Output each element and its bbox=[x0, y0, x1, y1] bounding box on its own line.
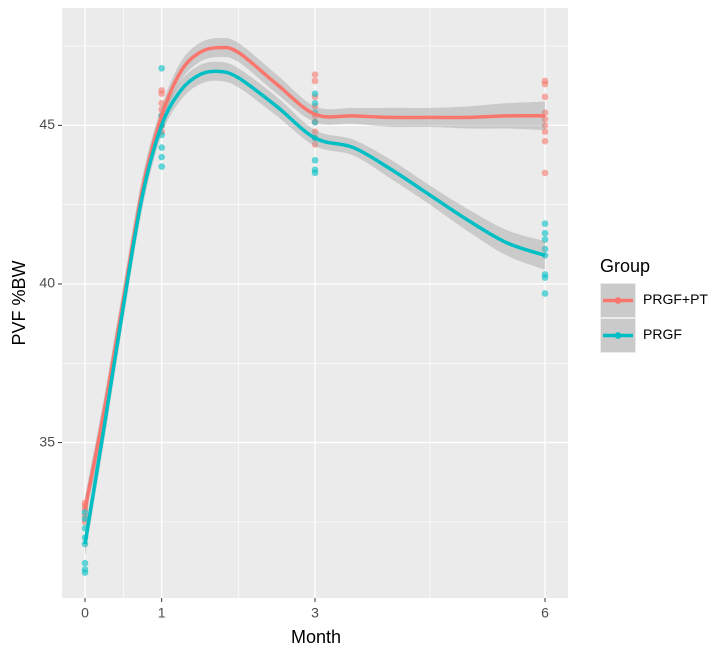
legend-title: Group bbox=[600, 256, 650, 276]
point bbox=[541, 274, 549, 281]
point bbox=[541, 236, 549, 243]
point bbox=[541, 220, 549, 227]
point bbox=[541, 80, 549, 88]
point bbox=[541, 229, 549, 237]
legend-label: PRGF+PT bbox=[643, 291, 708, 307]
point bbox=[311, 99, 319, 107]
point bbox=[81, 569, 89, 576]
point bbox=[158, 64, 165, 72]
point bbox=[311, 71, 319, 78]
point bbox=[311, 77, 319, 85]
point bbox=[158, 90, 165, 97]
point bbox=[541, 290, 549, 297]
point bbox=[541, 169, 549, 177]
x-tick-label: 6 bbox=[541, 605, 549, 621]
point bbox=[311, 156, 319, 164]
point bbox=[158, 99, 165, 107]
point bbox=[541, 128, 549, 136]
legend-label: PRGF bbox=[643, 326, 682, 342]
point bbox=[541, 122, 549, 129]
point bbox=[158, 153, 165, 161]
y-tick-label: 35 bbox=[39, 433, 55, 449]
point bbox=[541, 93, 549, 101]
point bbox=[311, 169, 319, 177]
legend-point bbox=[614, 297, 622, 304]
point bbox=[311, 118, 319, 126]
x-tick-label: 1 bbox=[158, 605, 166, 621]
x-tick-label: 3 bbox=[311, 605, 319, 621]
x-tick-label: 0 bbox=[81, 605, 89, 621]
y-tick-label: 45 bbox=[39, 116, 55, 132]
point bbox=[311, 141, 319, 148]
point bbox=[158, 163, 165, 170]
point bbox=[81, 509, 89, 516]
point bbox=[311, 128, 319, 136]
point bbox=[81, 515, 89, 522]
x-axis-title: Month bbox=[291, 627, 341, 647]
point bbox=[541, 137, 549, 145]
point bbox=[158, 144, 165, 151]
y-axis-title: PVF %BW bbox=[9, 260, 29, 345]
point bbox=[311, 90, 319, 97]
smooth-line bbox=[83, 69, 546, 545]
point bbox=[541, 245, 549, 253]
y-tick-label: 40 bbox=[39, 275, 55, 291]
point bbox=[81, 559, 89, 567]
legend-point bbox=[614, 332, 622, 339]
